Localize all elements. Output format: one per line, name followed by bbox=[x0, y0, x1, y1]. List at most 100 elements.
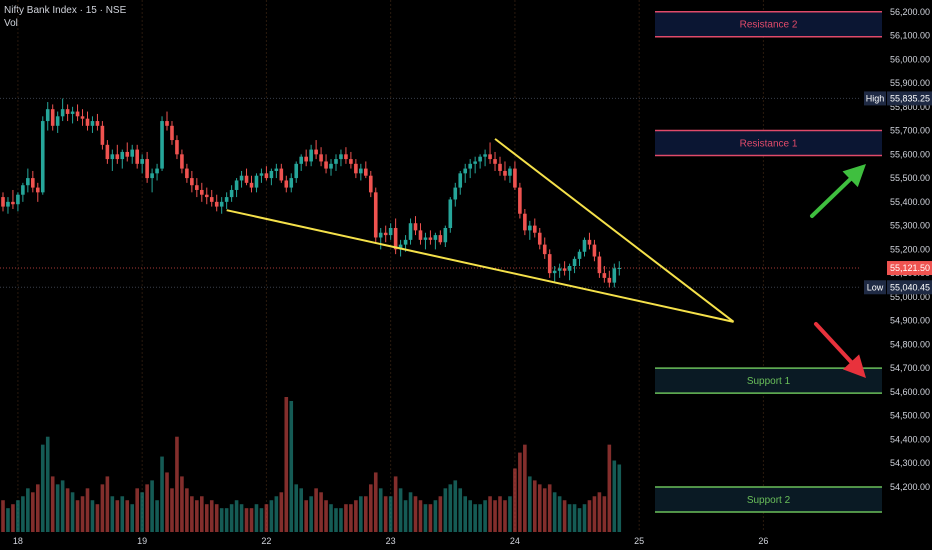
candle-body bbox=[274, 168, 279, 171]
volume-bar bbox=[190, 496, 194, 532]
current-price-tag: 55,121.50 bbox=[887, 261, 932, 276]
volume-bar bbox=[269, 500, 274, 532]
volume-bar bbox=[304, 500, 308, 532]
candle bbox=[324, 154, 328, 174]
volume-bar bbox=[130, 504, 135, 532]
candle bbox=[428, 230, 433, 245]
volume-bar bbox=[602, 496, 607, 532]
candle bbox=[70, 106, 75, 124]
candle-body bbox=[577, 251, 582, 259]
candle bbox=[284, 175, 289, 193]
low-price-tag: Low 55,040.45 bbox=[864, 280, 932, 295]
volume-bar bbox=[244, 508, 249, 532]
volume-bar bbox=[204, 504, 209, 532]
candle bbox=[592, 239, 597, 262]
volume-bar bbox=[518, 452, 522, 532]
candle-body bbox=[458, 173, 463, 188]
candle bbox=[229, 185, 234, 202]
candle bbox=[388, 223, 393, 240]
candle-body bbox=[329, 163, 333, 169]
volume-bar bbox=[145, 484, 149, 532]
candle-body bbox=[294, 163, 299, 179]
candle-body bbox=[284, 180, 289, 188]
candle-body bbox=[95, 121, 100, 126]
candle-body bbox=[289, 178, 294, 188]
candle-body bbox=[468, 163, 472, 169]
volume-bar bbox=[523, 444, 527, 532]
volume-bar bbox=[319, 492, 323, 532]
candle-body bbox=[334, 159, 338, 164]
time-tick-label: 24 bbox=[510, 536, 520, 546]
candle bbox=[55, 111, 60, 133]
candle-body bbox=[339, 154, 343, 160]
volume-bar bbox=[115, 500, 120, 532]
price-tick-label: 54,200.00 bbox=[890, 482, 930, 492]
time-axis[interactable]: 18 19 22 23 24 25 26 bbox=[13, 536, 769, 546]
candle-body bbox=[16, 194, 20, 205]
volume-bar bbox=[592, 496, 597, 532]
time-tick-label: 25 bbox=[634, 536, 644, 546]
volume-bar bbox=[95, 504, 100, 532]
candle-body bbox=[513, 168, 517, 188]
candle-body bbox=[547, 254, 552, 274]
volume-bar bbox=[175, 436, 179, 532]
candle bbox=[329, 159, 333, 176]
candle bbox=[264, 166, 269, 181]
candle-body bbox=[120, 151, 125, 160]
high-price-tag: High 55,835.25 bbox=[864, 91, 932, 106]
candle bbox=[344, 147, 348, 164]
candle bbox=[115, 144, 120, 164]
volume-bar bbox=[557, 496, 562, 532]
volume-bar bbox=[453, 480, 458, 532]
candle bbox=[378, 227, 383, 250]
candle-body bbox=[110, 154, 115, 160]
zone-box bbox=[655, 130, 882, 156]
candle-body bbox=[403, 239, 408, 245]
volume-bar bbox=[214, 504, 219, 532]
volume-bar bbox=[597, 492, 602, 532]
volume-bar bbox=[140, 492, 144, 532]
candle-body bbox=[209, 197, 214, 202]
candle bbox=[413, 216, 418, 236]
candle-body bbox=[498, 163, 502, 171]
candle-body bbox=[368, 175, 373, 193]
volume-bar bbox=[433, 500, 438, 532]
candle-body bbox=[582, 239, 587, 252]
price-tick-label: 56,100.00 bbox=[890, 31, 930, 41]
candle bbox=[35, 182, 40, 202]
candle-body bbox=[269, 170, 274, 179]
candle-body bbox=[244, 175, 249, 183]
price-tick-label: 54,800.00 bbox=[890, 339, 930, 349]
candle bbox=[562, 261, 567, 276]
candle bbox=[214, 194, 219, 212]
candle-body bbox=[319, 154, 323, 162]
candle bbox=[304, 149, 308, 167]
candle-body bbox=[90, 121, 95, 126]
price-tick-label: 55,000.00 bbox=[890, 292, 930, 302]
candle bbox=[299, 154, 303, 171]
volume-bar bbox=[503, 500, 507, 532]
candle-body bbox=[587, 239, 592, 245]
candle bbox=[339, 149, 343, 167]
candle bbox=[90, 116, 95, 133]
candle bbox=[140, 154, 144, 174]
volume-bar bbox=[229, 504, 234, 532]
price-tag-label: High bbox=[866, 93, 885, 103]
candle-body bbox=[85, 118, 90, 126]
candle-body bbox=[562, 268, 567, 271]
candle bbox=[254, 173, 259, 193]
candle-body bbox=[21, 185, 25, 195]
volume-bar bbox=[31, 492, 35, 532]
candle-body bbox=[463, 168, 468, 174]
volume-bar bbox=[160, 456, 164, 532]
candle-body bbox=[145, 159, 149, 179]
wedge-trendline bbox=[494, 138, 735, 323]
price-axis[interactable]: 54,200.00 54,300.00 54,400.00 54,500.00 54,6… bbox=[864, 7, 932, 492]
chart-legend: Nifty Bank Index · 15 · NSE Vol bbox=[4, 4, 126, 30]
candle-body bbox=[195, 185, 199, 190]
volume-bar bbox=[582, 504, 587, 532]
volume-bar bbox=[478, 504, 482, 532]
volume-bar bbox=[249, 508, 254, 532]
candle-body bbox=[354, 163, 358, 174]
